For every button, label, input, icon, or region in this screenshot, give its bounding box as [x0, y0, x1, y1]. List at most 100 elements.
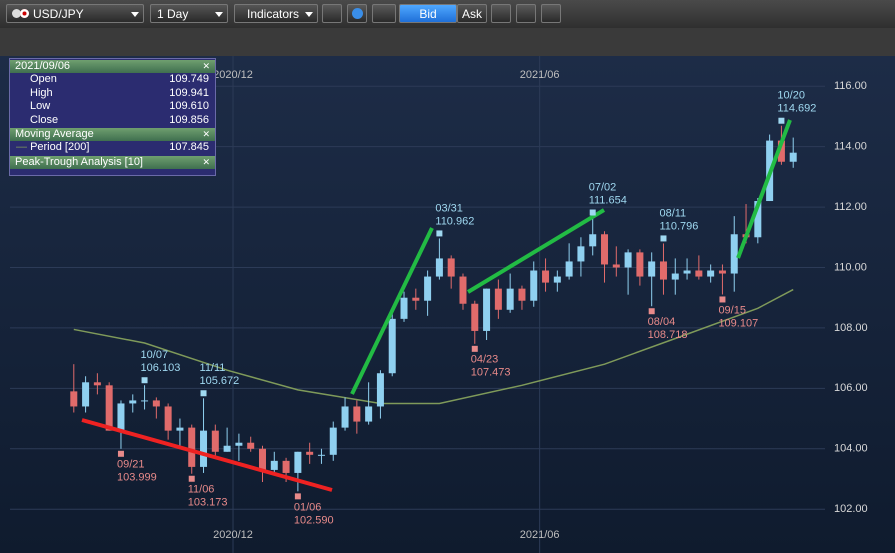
candle-body: [577, 246, 585, 262]
flag-us: [12, 9, 21, 18]
indicators-button[interactable]: Indicators: [234, 4, 318, 23]
trough-marker: [648, 308, 655, 315]
y-tick-label: 106.00: [834, 382, 868, 394]
peak-date: 03/31: [435, 202, 463, 214]
peak-price: 111.654: [589, 194, 627, 206]
candle-body: [93, 382, 101, 386]
ohlc-label: Low: [30, 100, 51, 112]
trough-marker: [117, 450, 124, 457]
ask: Ask: [461, 7, 482, 21]
indicators: Indicators: [247, 7, 300, 21]
candle-body: [141, 400, 149, 402]
chart-type-button[interactable]: [372, 4, 396, 23]
candle-body: [200, 430, 208, 467]
candle-body: [282, 460, 290, 473]
peak-price: 110.962: [435, 215, 474, 227]
candle-body: [518, 288, 526, 301]
y-tick-label: 108.00: [834, 322, 868, 334]
pt-header: Peak-Trough Analysis [10] ✕: [10, 155, 215, 169]
candle-body: [601, 234, 609, 265]
dropdown-arrow: [305, 12, 313, 17]
candle-body: [718, 270, 726, 274]
candle-body: [659, 261, 667, 280]
candle-body: [70, 391, 78, 407]
close-icon[interactable]: ✕: [202, 61, 210, 71]
period-select[interactable]: 1 Day: [150, 4, 228, 23]
candle-body: [105, 385, 113, 431]
candle-body: [483, 288, 491, 331]
candle-body: [459, 276, 467, 304]
candle-body: [365, 406, 373, 422]
peak-date: 10/07: [141, 349, 169, 361]
candle-body: [341, 406, 349, 428]
peak-marker: [436, 230, 443, 237]
trough-marker: [294, 493, 301, 500]
peak-price: 106.103: [141, 362, 181, 374]
trend-line-green: [466, 208, 606, 294]
close-icon[interactable]: ✕: [202, 156, 210, 167]
candle-body: [247, 442, 255, 449]
candle-body: [376, 373, 384, 407]
candle-body: [565, 261, 573, 277]
candle-body: [530, 270, 538, 301]
trend-line-green: [350, 227, 434, 395]
zoom-in-button[interactable]: [541, 4, 561, 23]
ohlc-label: High: [30, 86, 53, 99]
panel-date: 2021/09/06 ✕: [10, 60, 215, 73]
info-icon: [351, 8, 363, 19]
candle-body: [117, 403, 125, 431]
candle-body: [471, 303, 479, 331]
symbol-select[interactable]: USD/JPY: [6, 4, 144, 23]
draw-button[interactable]: [322, 4, 342, 23]
candle-body: [152, 400, 160, 407]
trough-price: 109.107: [718, 317, 758, 329]
y-tick-label: 104.00: [834, 443, 868, 455]
candle-body: [789, 152, 797, 162]
peak-price: 105.672: [200, 375, 240, 387]
candle-body: [270, 460, 278, 470]
bid: Bid: [419, 7, 437, 21]
trough-date: 09/15: [718, 304, 746, 316]
candle-body: [612, 264, 620, 268]
zoom-out-button[interactable]: [516, 4, 536, 23]
symbol: USD/JPY: [33, 7, 84, 21]
pt-title: Peak-Trough Analysis [10]: [15, 155, 143, 168]
ma-row: — Period [200] 107.845: [10, 141, 215, 155]
y-tick-label: 116.00: [834, 80, 867, 92]
candle-body: [188, 427, 196, 467]
trough-price: 107.473: [471, 367, 511, 379]
trough-date: 08/04: [648, 316, 676, 328]
ohlc-value: 109.856: [169, 113, 209, 126]
data-panel: 2021/09/06 ✕ Open 109.749 High 109.941 Low 109…: [9, 58, 216, 176]
candle-body: [258, 448, 266, 470]
candle-body: [683, 270, 691, 274]
peak-date: 11/11: [200, 362, 226, 374]
candle-body: [447, 258, 455, 277]
candle-body: [388, 318, 396, 374]
ask-button[interactable]: Ask: [457, 4, 487, 23]
ma-title: Moving Average: [15, 128, 94, 140]
candle-body: [82, 382, 90, 407]
trough-price: 108.718: [648, 329, 688, 341]
trough-price: 103.173: [188, 497, 228, 509]
x-tick-label: 2020/12: [213, 69, 253, 81]
ma-swatch: —: [16, 141, 31, 153]
peak-date: 07/02: [589, 181, 617, 193]
trough-price: 103.999: [117, 472, 157, 484]
candle-body: [306, 451, 314, 455]
close-icon[interactable]: ✕: [202, 129, 210, 139]
y-tick-label: 114.00: [834, 141, 867, 153]
candle-body: [648, 261, 656, 277]
y-tick-label: 110.00: [834, 261, 867, 273]
info-button[interactable]: [347, 4, 367, 23]
x-tick-label: 2021/06: [520, 69, 560, 81]
trough-price: 102.590: [294, 514, 334, 526]
candle-body: [235, 442, 243, 446]
candle-body: [542, 270, 550, 283]
period: 1 Day: [157, 7, 189, 21]
bid-button[interactable]: Bid: [399, 4, 457, 23]
candle-body: [412, 297, 420, 301]
chart-settings-button[interactable]: [491, 4, 511, 23]
ohlc-value: 109.610: [169, 100, 209, 112]
